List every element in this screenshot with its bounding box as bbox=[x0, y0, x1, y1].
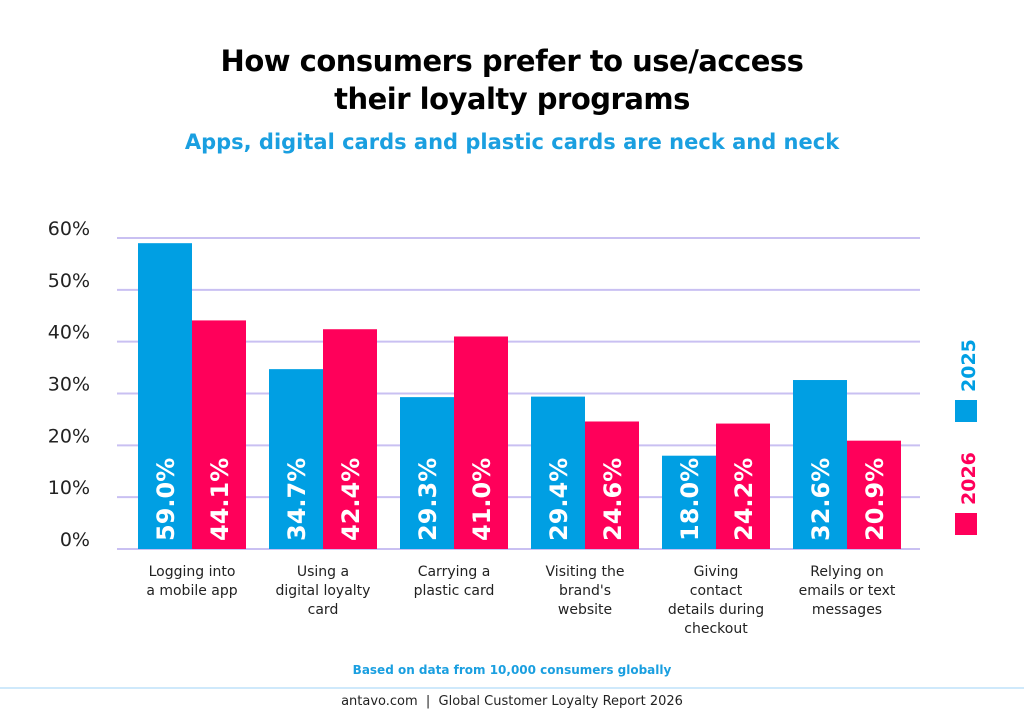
data-label: 44.1% bbox=[206, 458, 234, 541]
y-tick-label: 10% bbox=[48, 477, 90, 499]
bar-2025 bbox=[400, 397, 454, 549]
x-tick-label: plastic card bbox=[414, 583, 495, 599]
data-label: 29.4% bbox=[545, 458, 573, 541]
x-tick-label: details during bbox=[668, 602, 764, 618]
bar-chart: 0% 10% 20% 30% 40% 50% 60% 59.0% 44.1% Logging in… bbox=[48, 218, 980, 637]
bar-2026 bbox=[454, 336, 508, 549]
data-label: 20.9% bbox=[861, 458, 889, 541]
y-tick-label: 20% bbox=[48, 425, 90, 447]
bar-2026 bbox=[323, 329, 377, 549]
y-tick-label: 50% bbox=[48, 270, 90, 292]
x-tick-label: Giving bbox=[694, 564, 739, 580]
x-tick-label: Using a bbox=[297, 564, 349, 580]
bar-2025 bbox=[793, 380, 847, 549]
footer-text: antavo.com | Global Customer Loyalty Rep… bbox=[341, 694, 683, 709]
data-note: Based on data from 10,000 consumers glob… bbox=[352, 663, 672, 677]
y-tick-label: 30% bbox=[48, 374, 90, 396]
x-tick-label: emails or text bbox=[799, 583, 896, 599]
x-tick-label: Relying on bbox=[810, 564, 883, 580]
legend-label-2026: 2026 bbox=[958, 452, 980, 505]
y-tick-label: 40% bbox=[48, 322, 90, 344]
chart-title-line-2: their loyalty programs bbox=[334, 82, 690, 116]
bar-2026 bbox=[716, 423, 770, 549]
x-tick-label: a mobile app bbox=[146, 583, 237, 599]
legend-swatch-2025 bbox=[955, 400, 977, 422]
chart-subtitle: Apps, digital cards and plastic cards ar… bbox=[184, 130, 840, 154]
x-tick-label: contact bbox=[690, 583, 743, 599]
data-label: 42.4% bbox=[337, 458, 365, 541]
bar-2026 bbox=[847, 440, 901, 549]
data-label: 24.6% bbox=[599, 458, 627, 541]
data-label: 34.7% bbox=[283, 458, 311, 541]
x-tick-label: digital loyalty bbox=[276, 583, 371, 599]
x-tick-label: card bbox=[308, 602, 339, 618]
bar-2025 bbox=[531, 396, 585, 549]
data-label: 18.0% bbox=[676, 458, 704, 541]
x-tick-label: Visiting the bbox=[546, 564, 625, 580]
chart-title-line-1: How consumers prefer to use/access bbox=[220, 44, 804, 78]
x-tick-label: messages bbox=[812, 602, 882, 618]
legend-label-2025: 2025 bbox=[958, 339, 980, 392]
y-tick-label: 0% bbox=[60, 529, 90, 551]
x-tick-label: website bbox=[558, 602, 612, 618]
data-label: 59.0% bbox=[152, 458, 180, 541]
bar-2026 bbox=[585, 421, 639, 549]
y-tick-label: 60% bbox=[48, 218, 90, 240]
bar-2025 bbox=[269, 369, 323, 549]
footer-divider bbox=[0, 687, 1024, 689]
data-label: 41.0% bbox=[468, 458, 496, 541]
bar-2025 bbox=[662, 455, 716, 549]
data-label: 32.6% bbox=[807, 458, 835, 541]
data-label: 24.2% bbox=[730, 458, 758, 541]
data-label: 29.3% bbox=[414, 458, 442, 541]
bar-2025 bbox=[138, 243, 192, 549]
x-tick-label: brand's bbox=[559, 583, 611, 599]
x-tick-label: Carrying a bbox=[418, 564, 491, 580]
x-tick-label: checkout bbox=[684, 621, 748, 637]
bar-2026 bbox=[192, 320, 246, 549]
legend-swatch-2026 bbox=[955, 513, 977, 535]
x-tick-label: Logging into bbox=[149, 564, 236, 580]
